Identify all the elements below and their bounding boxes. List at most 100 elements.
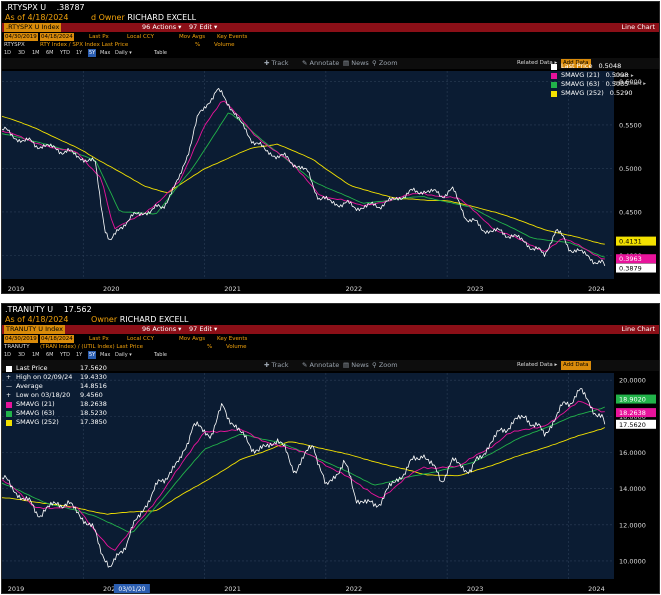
annotate-button[interactable]: ✎ Annotate	[302, 361, 339, 370]
as-of-line: As of 4/18/2024 d Owner RICHARD EXCELL	[5, 13, 196, 22]
crosshair-icon: ✚	[264, 361, 270, 369]
edit-menu[interactable]: 97 Edit ▾	[189, 23, 218, 31]
owner-name: RICHARD EXCELL	[119, 315, 189, 324]
value-badge-text: 0.3963	[619, 255, 642, 263]
related-data-button[interactable]: Related Data ▸	[517, 362, 558, 368]
end-date-field[interactable]: 04/18/2024	[40, 335, 74, 343]
x-tick-label: 2020	[103, 285, 120, 293]
ticker-line: .RTYSPX U .38787	[5, 3, 85, 12]
period-1y[interactable]: 1Y	[76, 352, 83, 358]
period-6m[interactable]: 6M	[46, 352, 54, 358]
y-tick-label: 10.0000	[619, 557, 646, 565]
legend-item: + Low on 03/18/20 9.4560	[6, 391, 107, 400]
zoom-button[interactable]: ⚲ Zoom	[372, 59, 398, 68]
start-date-field[interactable]: 04/30/2019	[4, 33, 38, 41]
chart-panel-rtyspx: .RTYSPX U .38787 As of 4/18/2024 d Owner…	[1, 1, 660, 294]
series-row: TRANUTY (TRAN Index) / (UTIL Index) Last…	[2, 343, 659, 351]
add-data-field[interactable]: Add Data	[561, 59, 591, 68]
legend-value: 19.4330	[80, 373, 107, 381]
chart-plot-area[interactable]: 0.60000.55000.50000.45000.40002019202020…	[2, 69, 660, 294]
legend-value: 17.3850	[80, 418, 107, 426]
currency-select[interactable]: Local CCY	[127, 34, 154, 40]
zoom-button[interactable]: ⚲ Zoom	[372, 361, 398, 370]
legend-value: 18.2638	[80, 400, 107, 408]
frequency-select[interactable]: Daily ▾	[115, 50, 132, 56]
legend-value: 18.5230	[80, 409, 107, 417]
key-events-toggle[interactable]: Key Events	[217, 34, 248, 40]
start-date-field[interactable]: 04/30/2019	[4, 335, 38, 343]
period-1m[interactable]: 1M	[32, 50, 40, 56]
legend-swatch	[6, 410, 12, 417]
add-data-field[interactable]: Add Data	[561, 361, 591, 370]
mov-avgs-toggle[interactable]: Mov Avgs	[179, 336, 206, 342]
legend-swatch	[551, 81, 557, 88]
period-1y[interactable]: 1Y	[76, 50, 83, 56]
period-5y[interactable]: 5Y	[88, 351, 97, 359]
zoom-label: Zoom	[378, 59, 398, 67]
series-code: RTYSPX	[4, 42, 25, 48]
track-button[interactable]: ✚ Track	[264, 59, 289, 68]
period-1m[interactable]: 1M	[32, 352, 40, 358]
percent-toggle[interactable]: %	[207, 344, 213, 350]
percent-toggle[interactable]: %	[195, 42, 201, 48]
actions-menu[interactable]: 96 Actions ▾	[142, 23, 182, 31]
news-button[interactable]: ▤ News	[343, 361, 369, 370]
legend-swatch	[6, 365, 12, 372]
security-field[interactable]: TRANUTY U Index	[4, 325, 66, 334]
period-ytd[interactable]: YTD	[60, 352, 70, 358]
ticker-line: .TRANUTY U 17.562	[5, 305, 92, 314]
owner-label: d Owner	[91, 13, 125, 22]
frequency-select[interactable]: Daily ▾	[115, 352, 132, 358]
panel-header: .TRANUTY U 17.562 As of 4/18/2024 Owner …	[2, 304, 659, 324]
last-px-select[interactable]: Last Px	[89, 34, 109, 40]
chart-side-button[interactable]: Chart ▸	[614, 73, 634, 79]
chart-plot-area[interactable]: 20.000018.000016.000014.000012.000010.00…	[2, 371, 660, 594]
volume-toggle[interactable]: Volume	[226, 344, 247, 350]
edit-chart-side-button[interactable]: Edit Chart ▸	[614, 81, 647, 87]
settings-row: 04/30/2019 04/18/2024 Last Px Local CCY …	[2, 33, 659, 41]
chart-toolbar: ✚ Track ✎ Annotate ▤ News ⚲ Zoom Related…	[2, 360, 659, 371]
date-marker-label: 03/01/20	[118, 586, 145, 593]
legend-value: 0.5290	[609, 89, 633, 97]
period-3d[interactable]: 3D	[18, 352, 26, 358]
last-px-select[interactable]: Last Px	[89, 336, 109, 342]
as-of-line: As of 4/18/2024 Owner RICHARD EXCELL	[5, 315, 188, 324]
period-5y[interactable]: 5Y	[88, 49, 97, 57]
legend-value: 0.5035	[605, 80, 629, 88]
table-button[interactable]: Table	[154, 352, 167, 358]
related-data-button[interactable]: Related Data ▸	[517, 60, 558, 66]
period-max[interactable]: Max	[100, 352, 111, 358]
news-button[interactable]: ▤ News	[343, 59, 369, 68]
key-events-toggle[interactable]: Key Events	[217, 336, 248, 342]
legend-marker: +	[6, 373, 12, 381]
legend-label: Low on 03/18/20	[16, 391, 71, 399]
table-button[interactable]: Table	[154, 50, 167, 56]
legend-swatch	[551, 63, 557, 70]
period-ytd[interactable]: YTD	[60, 50, 70, 56]
series-line-smavg-63	[2, 112, 605, 258]
period-max[interactable]: Max	[100, 50, 111, 56]
x-tick-label: 2021	[224, 585, 241, 593]
series-line-smavg-21	[2, 400, 605, 551]
magnifier-icon: ⚲	[372, 59, 377, 67]
crosshair-icon: ✚	[264, 59, 270, 67]
x-tick-label: 2022	[346, 585, 363, 593]
legend-label: SMAVG (63)	[16, 409, 55, 417]
volume-toggle[interactable]: Volume	[214, 42, 235, 48]
x-tick-label: 2024	[588, 285, 605, 293]
legend-item: Last Price 17.5620	[6, 364, 107, 373]
period-3d[interactable]: 3D	[18, 50, 26, 56]
edit-menu[interactable]: 97 Edit ▾	[189, 325, 218, 333]
end-date-field[interactable]: 04/18/2024	[40, 33, 74, 41]
legend-item: + High on 02/09/24 19.4330	[6, 373, 107, 382]
period-6m[interactable]: 6M	[46, 50, 54, 56]
period-1d[interactable]: 1D	[4, 352, 12, 358]
annotate-button[interactable]: ✎ Annotate	[302, 59, 339, 68]
chart-toolbar: ✚ Track ✎ Annotate ▤ News ⚲ Zoom Related…	[2, 58, 659, 69]
currency-select[interactable]: Local CCY	[127, 336, 154, 342]
period-1d[interactable]: 1D	[4, 50, 12, 56]
security-field[interactable]: .RTYSPX U Index	[4, 23, 62, 32]
track-button[interactable]: ✚ Track	[264, 361, 289, 370]
mov-avgs-toggle[interactable]: Mov Avgs	[179, 34, 206, 40]
actions-menu[interactable]: 96 Actions ▾	[142, 325, 182, 333]
